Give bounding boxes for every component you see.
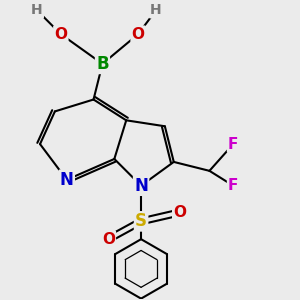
Text: N: N [134,177,148,195]
Text: H: H [31,3,43,17]
Text: O: O [132,27,145,42]
Text: O: O [102,232,115,247]
Text: B: B [96,55,109,73]
Text: N: N [60,171,74,189]
Text: F: F [228,136,238,152]
Text: H: H [150,3,162,17]
Text: O: O [54,27,67,42]
Text: S: S [135,212,147,230]
Text: F: F [228,178,238,193]
Text: O: O [173,205,186,220]
